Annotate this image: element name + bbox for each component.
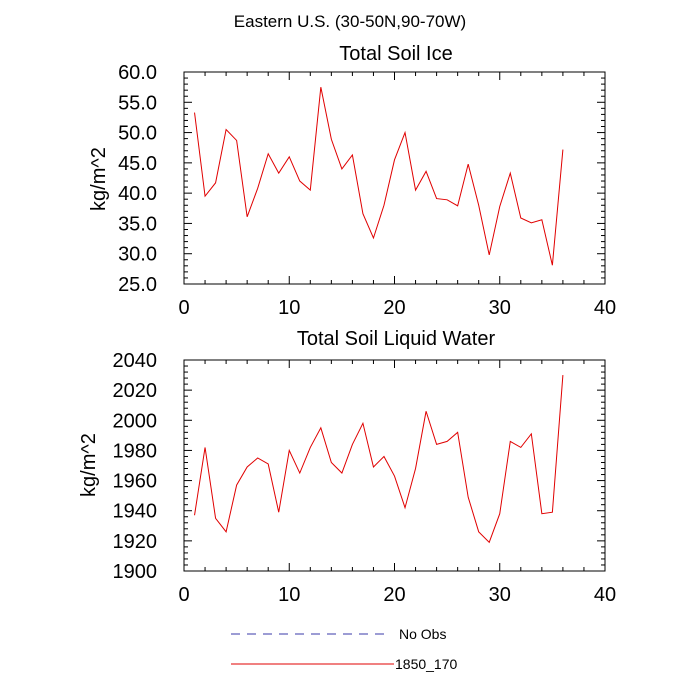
y-tick-label: 40.0 bbox=[118, 183, 157, 205]
panel-title: Total Soil Ice bbox=[339, 43, 452, 65]
legend: No Obs 1850_170 bbox=[231, 626, 458, 672]
legend-entry-1850-170: 1850_170 bbox=[231, 656, 458, 672]
panel-total-soil-liquid-water: Total Soil Liquid Water kg/m^2 190019201… bbox=[78, 328, 616, 606]
panel-title: Total Soil Liquid Water bbox=[297, 328, 496, 350]
series-line-1850-170 bbox=[194, 87, 564, 266]
y-tick-label: 2040 bbox=[113, 350, 158, 372]
y-tick-label: 1940 bbox=[113, 501, 158, 523]
series-line-1850-170 bbox=[194, 375, 564, 544]
y-tick-label: 55.0 bbox=[118, 92, 157, 114]
x-tick-label: 0 bbox=[178, 297, 189, 319]
y-axis-label: kg/m^2 bbox=[88, 147, 110, 211]
x-tick-label: 10 bbox=[278, 584, 300, 606]
y-tick-label: 1980 bbox=[113, 440, 158, 462]
panel-total-soil-ice: Total Soil Ice kg/m^2 25.0 30.0 35.0 40.0 45… bbox=[88, 43, 616, 319]
y-tick-label: 2000 bbox=[113, 410, 158, 432]
x-tick-label: 30 bbox=[489, 584, 511, 606]
legend-label-no-obs: No Obs bbox=[399, 626, 446, 642]
axis-ticks bbox=[183, 359, 606, 572]
y-axis-label: kg/m^2 bbox=[78, 433, 100, 497]
legend-entry-no-obs: No Obs bbox=[231, 626, 446, 642]
y-tick-label: 50.0 bbox=[118, 123, 157, 145]
y-tick-label: 2020 bbox=[113, 380, 158, 402]
y-tick-label: 30.0 bbox=[118, 244, 157, 266]
main-title: Eastern U.S. (30-50N,90-70W) bbox=[234, 12, 466, 31]
x-tick-label: 10 bbox=[278, 297, 300, 319]
x-tick-label: 20 bbox=[383, 584, 405, 606]
y-tick-label: 45.0 bbox=[118, 153, 157, 175]
x-tick-label: 40 bbox=[594, 584, 616, 606]
y-tick-label: 60.0 bbox=[118, 62, 157, 84]
series-lines bbox=[194, 87, 564, 266]
y-tick-label: 25.0 bbox=[118, 274, 157, 296]
axis-ticks bbox=[183, 71, 606, 285]
x-tick-labels: 0 10 20 30 40 bbox=[178, 297, 616, 319]
y-tick-label: 1920 bbox=[113, 531, 158, 553]
x-tick-labels: 0 10 20 30 40 bbox=[178, 584, 616, 606]
y-tick-label: 35.0 bbox=[118, 213, 157, 235]
x-tick-label: 40 bbox=[594, 297, 616, 319]
y-tick-labels: 1900 1920 1940 1960 1980 2000 2020 2040 bbox=[113, 350, 158, 583]
series-lines bbox=[194, 375, 564, 544]
y-tick-labels: 25.0 30.0 35.0 40.0 45.0 50.0 55.0 60.0 bbox=[118, 62, 157, 296]
x-tick-label: 0 bbox=[178, 584, 189, 606]
y-tick-label: 1900 bbox=[113, 561, 158, 583]
x-tick-label: 30 bbox=[489, 297, 511, 319]
x-tick-label: 20 bbox=[383, 297, 405, 319]
legend-label-1850-170: 1850_170 bbox=[395, 656, 458, 672]
y-tick-label: 1960 bbox=[113, 471, 158, 493]
